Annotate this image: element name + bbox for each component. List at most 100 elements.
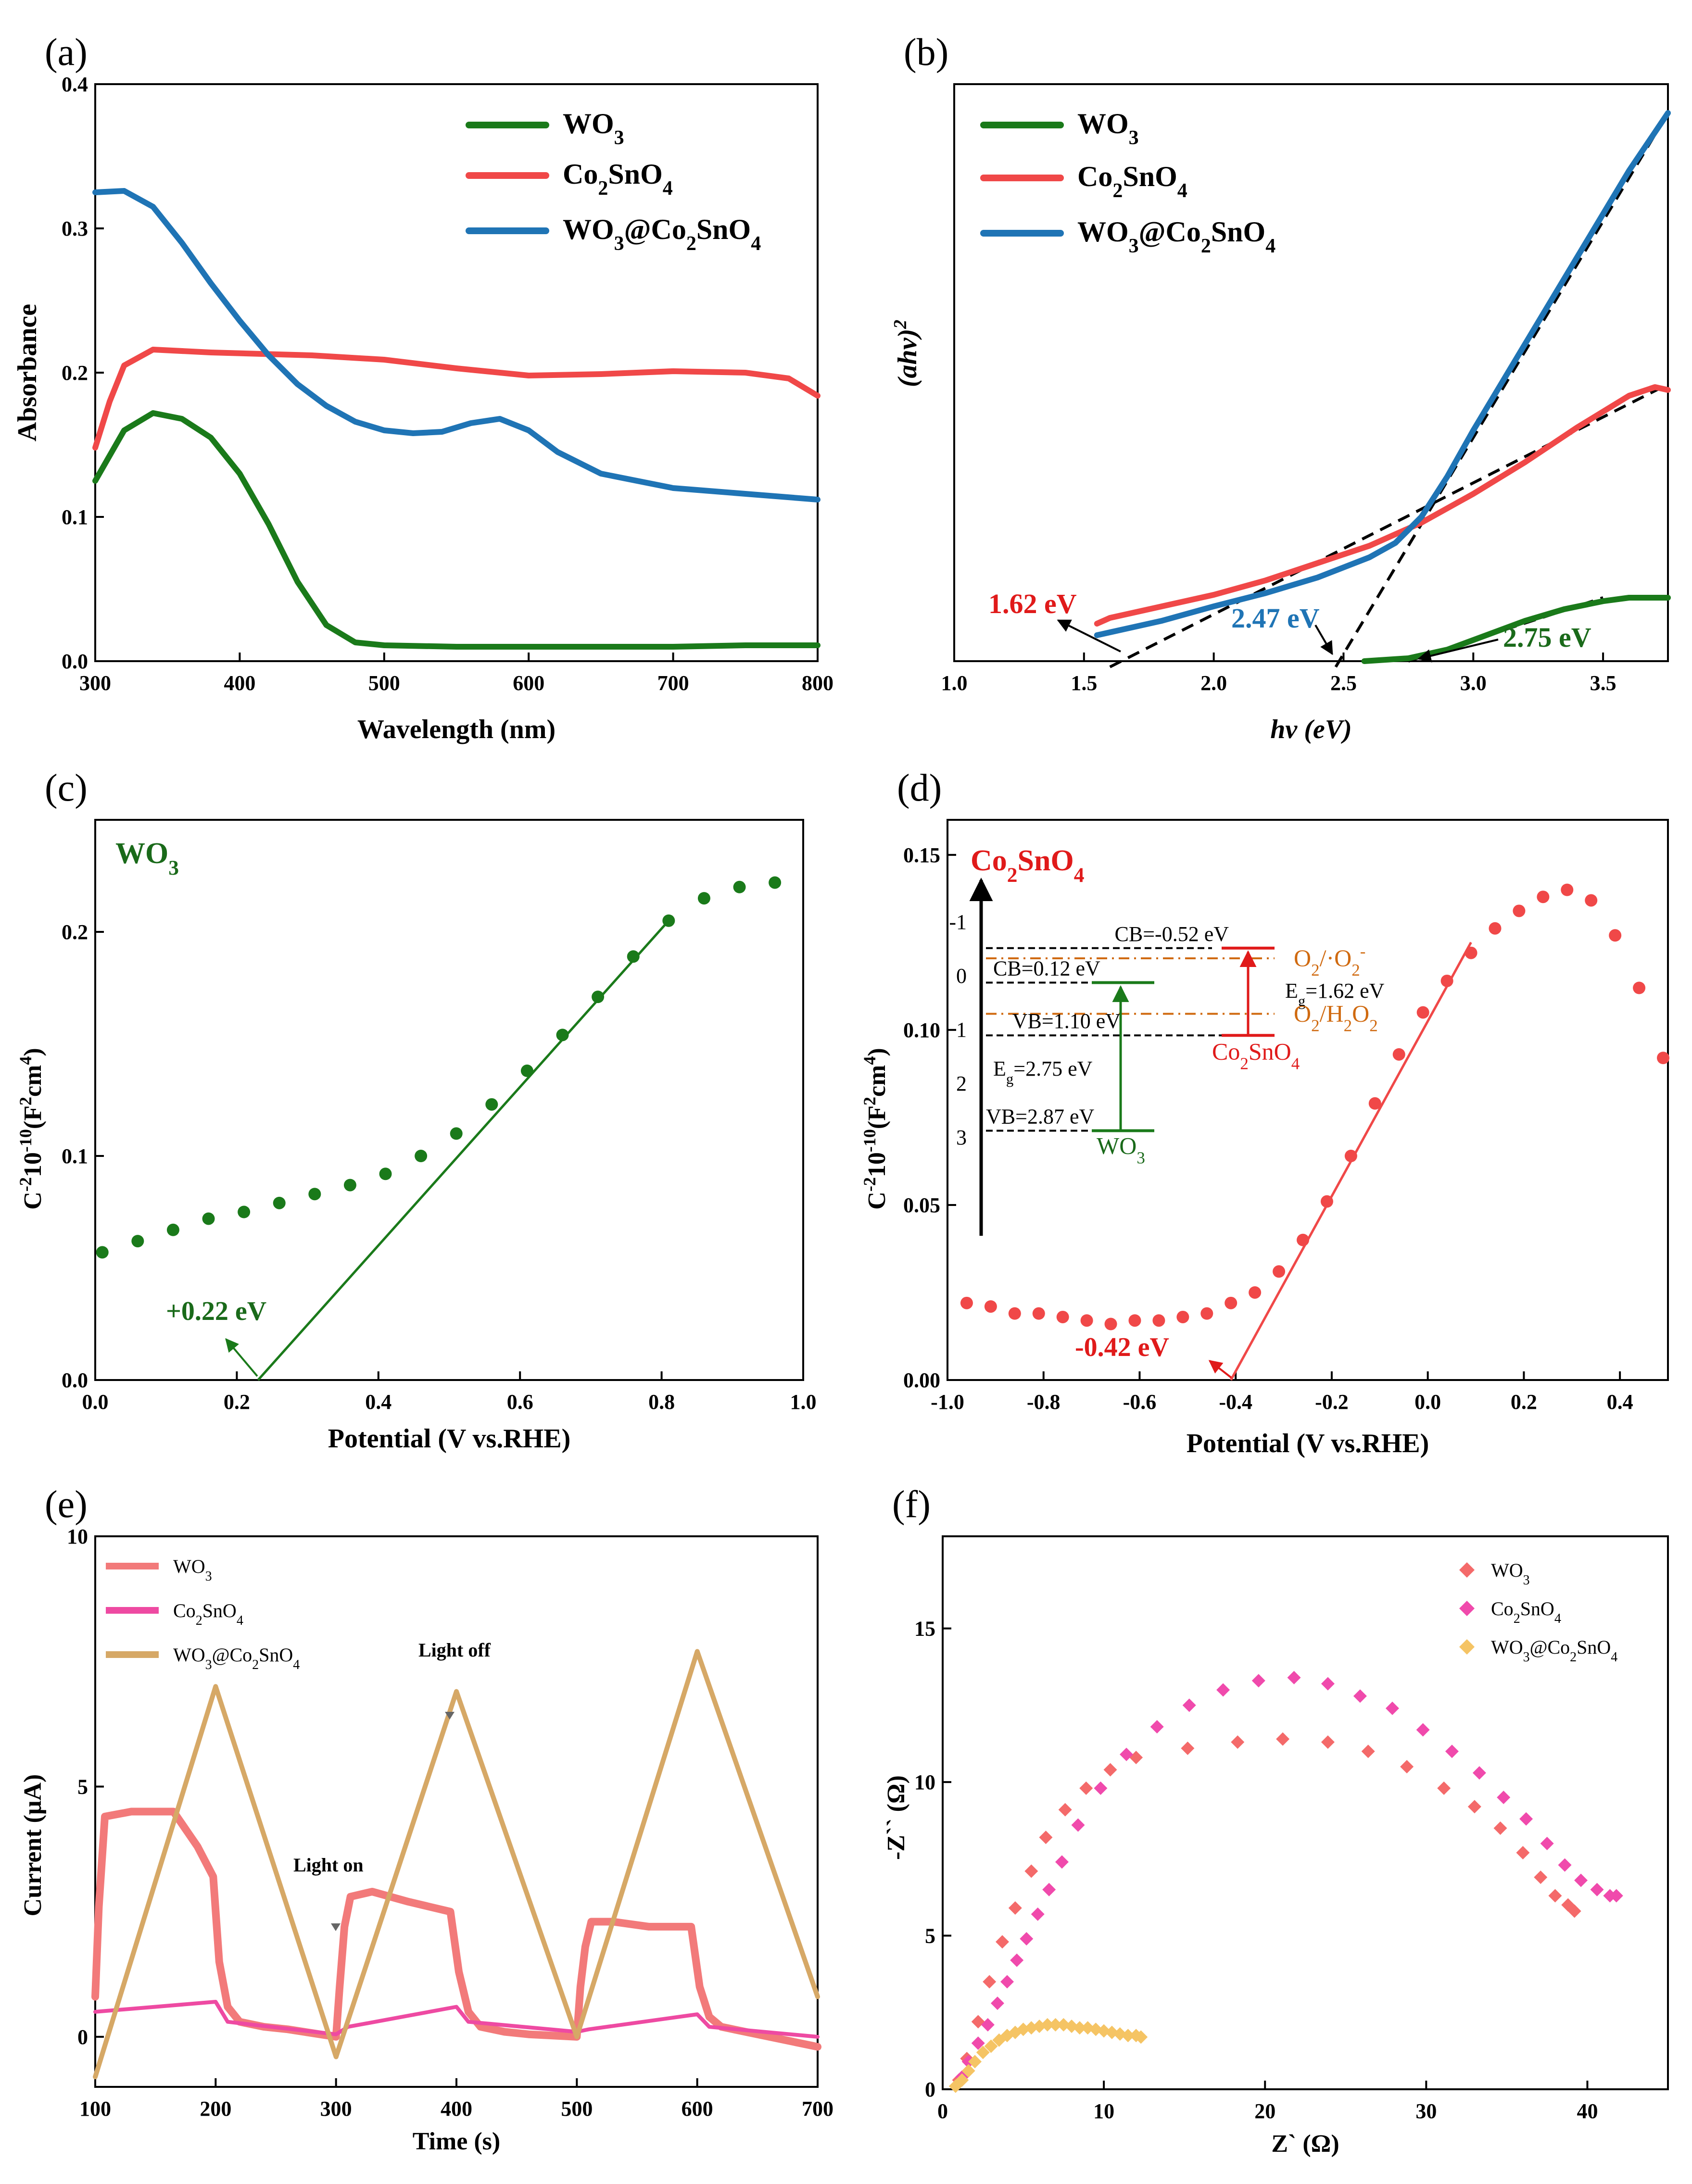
data-point [1385, 1701, 1399, 1715]
bandgap-label: 2.47 eV [1231, 602, 1320, 634]
panel-label: (c) [45, 767, 88, 809]
x-axis-label: hv (eV) [1270, 715, 1352, 744]
data-point [1392, 1048, 1405, 1061]
y-tick-label: 0.4 [62, 73, 88, 96]
data-point [1094, 1781, 1108, 1795]
data-point [1657, 1052, 1670, 1065]
data-point [1368, 1097, 1381, 1110]
series-line-co2sno4 [92, 347, 821, 451]
legend-label: Co2SnO4 [1491, 1598, 1561, 1626]
x-tick-label: 0.8 [648, 1390, 675, 1414]
sample-label: WO3 [115, 837, 179, 879]
data-point [273, 1196, 286, 1209]
series-line-e_wo3 [91, 1807, 821, 2051]
y-tick-label: 0.00 [903, 1368, 940, 1392]
data-point [1010, 1953, 1024, 1967]
data-point [238, 1205, 251, 1218]
band-label: Eg=1.62 eV [1285, 979, 1385, 1009]
data-point [1071, 1818, 1085, 1832]
data-point [1008, 1307, 1021, 1320]
series-line-co2sno4 [1094, 384, 1671, 627]
x-axis-label: Z` (Ω) [1271, 2130, 1339, 2158]
x-tick-label: 700 [802, 2097, 833, 2121]
data-point [1574, 1873, 1588, 1887]
band-label: Co2SnO4 [1212, 1038, 1300, 1073]
x-tick-label: 0.0 [1414, 1390, 1441, 1414]
legend-swatch [1459, 1601, 1475, 1616]
data-point [1055, 1855, 1069, 1869]
band-label: WO3 [1097, 1132, 1145, 1167]
data-point [1287, 1670, 1301, 1684]
x-axis-label: Wavelength (nm) [357, 715, 556, 744]
y-tick-label: 10 [914, 1770, 935, 1794]
data-point [308, 1188, 321, 1201]
legend-label: WO3 [1491, 1559, 1530, 1588]
data-point [995, 1935, 1009, 1949]
data-point [1073, 2021, 1086, 2035]
data-point [1058, 1803, 1072, 1817]
data-point [1042, 1883, 1056, 1896]
y-tick-label: 0.1 [62, 1144, 88, 1168]
legend-label: WO3@Co2SnO4 [563, 213, 761, 255]
legend-label: Co2SnO4 [173, 1600, 243, 1628]
data-point [1513, 904, 1526, 917]
band-label: Eg=2.75 eV [993, 1057, 1093, 1087]
data-point [1590, 1883, 1604, 1896]
data-point [1440, 974, 1453, 987]
x-tick-label: 0.6 [507, 1390, 533, 1414]
band-label: O2/·O2- [1294, 942, 1365, 979]
x-tick-label: 0 [937, 2099, 948, 2123]
data-point [1516, 1846, 1530, 1860]
data-point [983, 1975, 997, 1989]
x-tick-label: 0.2 [1511, 1390, 1537, 1414]
data-point [1128, 1314, 1141, 1327]
data-point [1032, 1307, 1045, 1320]
y-tick-label: 0.1 [62, 505, 88, 529]
y-tick-label: 0 [925, 2078, 935, 2101]
light-on-marker [331, 1923, 341, 1931]
data-point [1567, 1904, 1581, 1918]
data-point [1609, 929, 1622, 942]
y-tick-label: 0.0 [62, 1368, 88, 1392]
data-point [1048, 2018, 1062, 2032]
panel-label: (a) [45, 31, 88, 74]
data-point [968, 2055, 982, 2069]
data-point [1297, 1233, 1310, 1246]
data-point [1000, 1975, 1014, 1989]
data-point [485, 1098, 498, 1111]
flatband-label: +0.22 eV [166, 1296, 266, 1326]
annotation-arrow [1208, 1360, 1232, 1379]
data-point [1416, 1723, 1430, 1737]
x-tick-label: 300 [79, 671, 111, 695]
data-point [166, 1223, 179, 1236]
y-tick-label: 0.05 [903, 1193, 940, 1217]
x-tick-label: 2.0 [1200, 671, 1227, 695]
annotation-arrow [225, 1338, 258, 1377]
x-tick-label: 100 [79, 2097, 111, 2121]
x-tick-label: -0.4 [1219, 1390, 1252, 1414]
x-tick-label: -0.2 [1315, 1390, 1349, 1414]
x-tick-label: 200 [200, 2097, 231, 2121]
legend-label: WO3 [1077, 108, 1139, 149]
data-point [1152, 1314, 1165, 1327]
data-point [1465, 946, 1477, 959]
data-point [1489, 922, 1502, 935]
data-point [131, 1235, 144, 1248]
legend-label: WO3 [173, 1556, 212, 1584]
x-tick-label: 3.0 [1460, 671, 1487, 695]
data-point [1120, 1747, 1134, 1761]
x-tick-label: 1.5 [1071, 671, 1097, 695]
data-point [1276, 1732, 1290, 1746]
data-point [1079, 1781, 1093, 1795]
data-point [1134, 2030, 1148, 2044]
plot-frame [942, 1535, 1669, 2090]
plot-frame [947, 819, 1669, 1381]
data-point [1353, 1689, 1367, 1703]
data-point [96, 1246, 109, 1259]
x-tick-label: 20 [1254, 2099, 1275, 2123]
panel-a: (a) 300 400 500 600 700 800 0.0 0.1 0.2 0.3 0.4 Wave… [13, 31, 833, 744]
band-diagram-inset: -1 0 1 2 3 CB=-0.52 eV CB=0.12 eV VB=1.10 eV Eg=… [949, 878, 1385, 1236]
y-tick-label: 0.2 [62, 920, 88, 944]
data-point [1031, 1907, 1045, 1921]
data-point [984, 2039, 998, 2053]
